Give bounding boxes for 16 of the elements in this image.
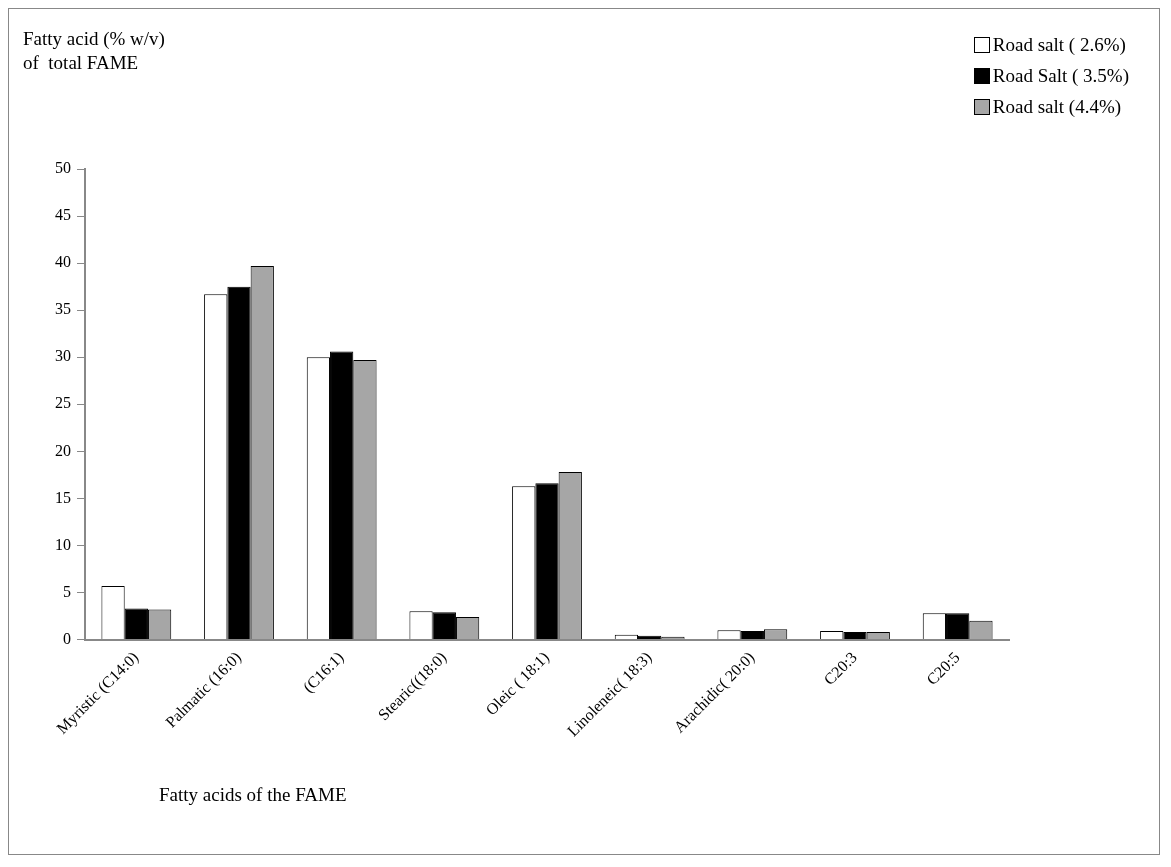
y-tick-label: 45 (55, 206, 71, 224)
y-axis-title: Fatty acid (% w/v) of total FAME (23, 27, 165, 75)
text: Road salt ( 2.6%) (992, 33, 1126, 56)
y-tick-label: 15 (55, 488, 71, 506)
legend-label: Road Salt ( 3.5%) (992, 64, 1129, 87)
x-axis-title: Fatty acids of the FAME (159, 784, 347, 806)
y-tick-label: 25 (55, 394, 71, 412)
y-tick-label: 40 (55, 253, 71, 271)
y-tick-label: 30 (55, 347, 71, 365)
y-tick-label: 20 (55, 441, 71, 459)
y-tick-label: 5 (63, 582, 71, 600)
y-tick-label: 35 (55, 300, 71, 318)
y-tick-label: 0 (63, 629, 71, 647)
y-tick-label: 10 (55, 535, 71, 553)
y-tick-label: 50 (55, 159, 71, 177)
legend-label: Road salt (4.4%) (992, 95, 1122, 118)
